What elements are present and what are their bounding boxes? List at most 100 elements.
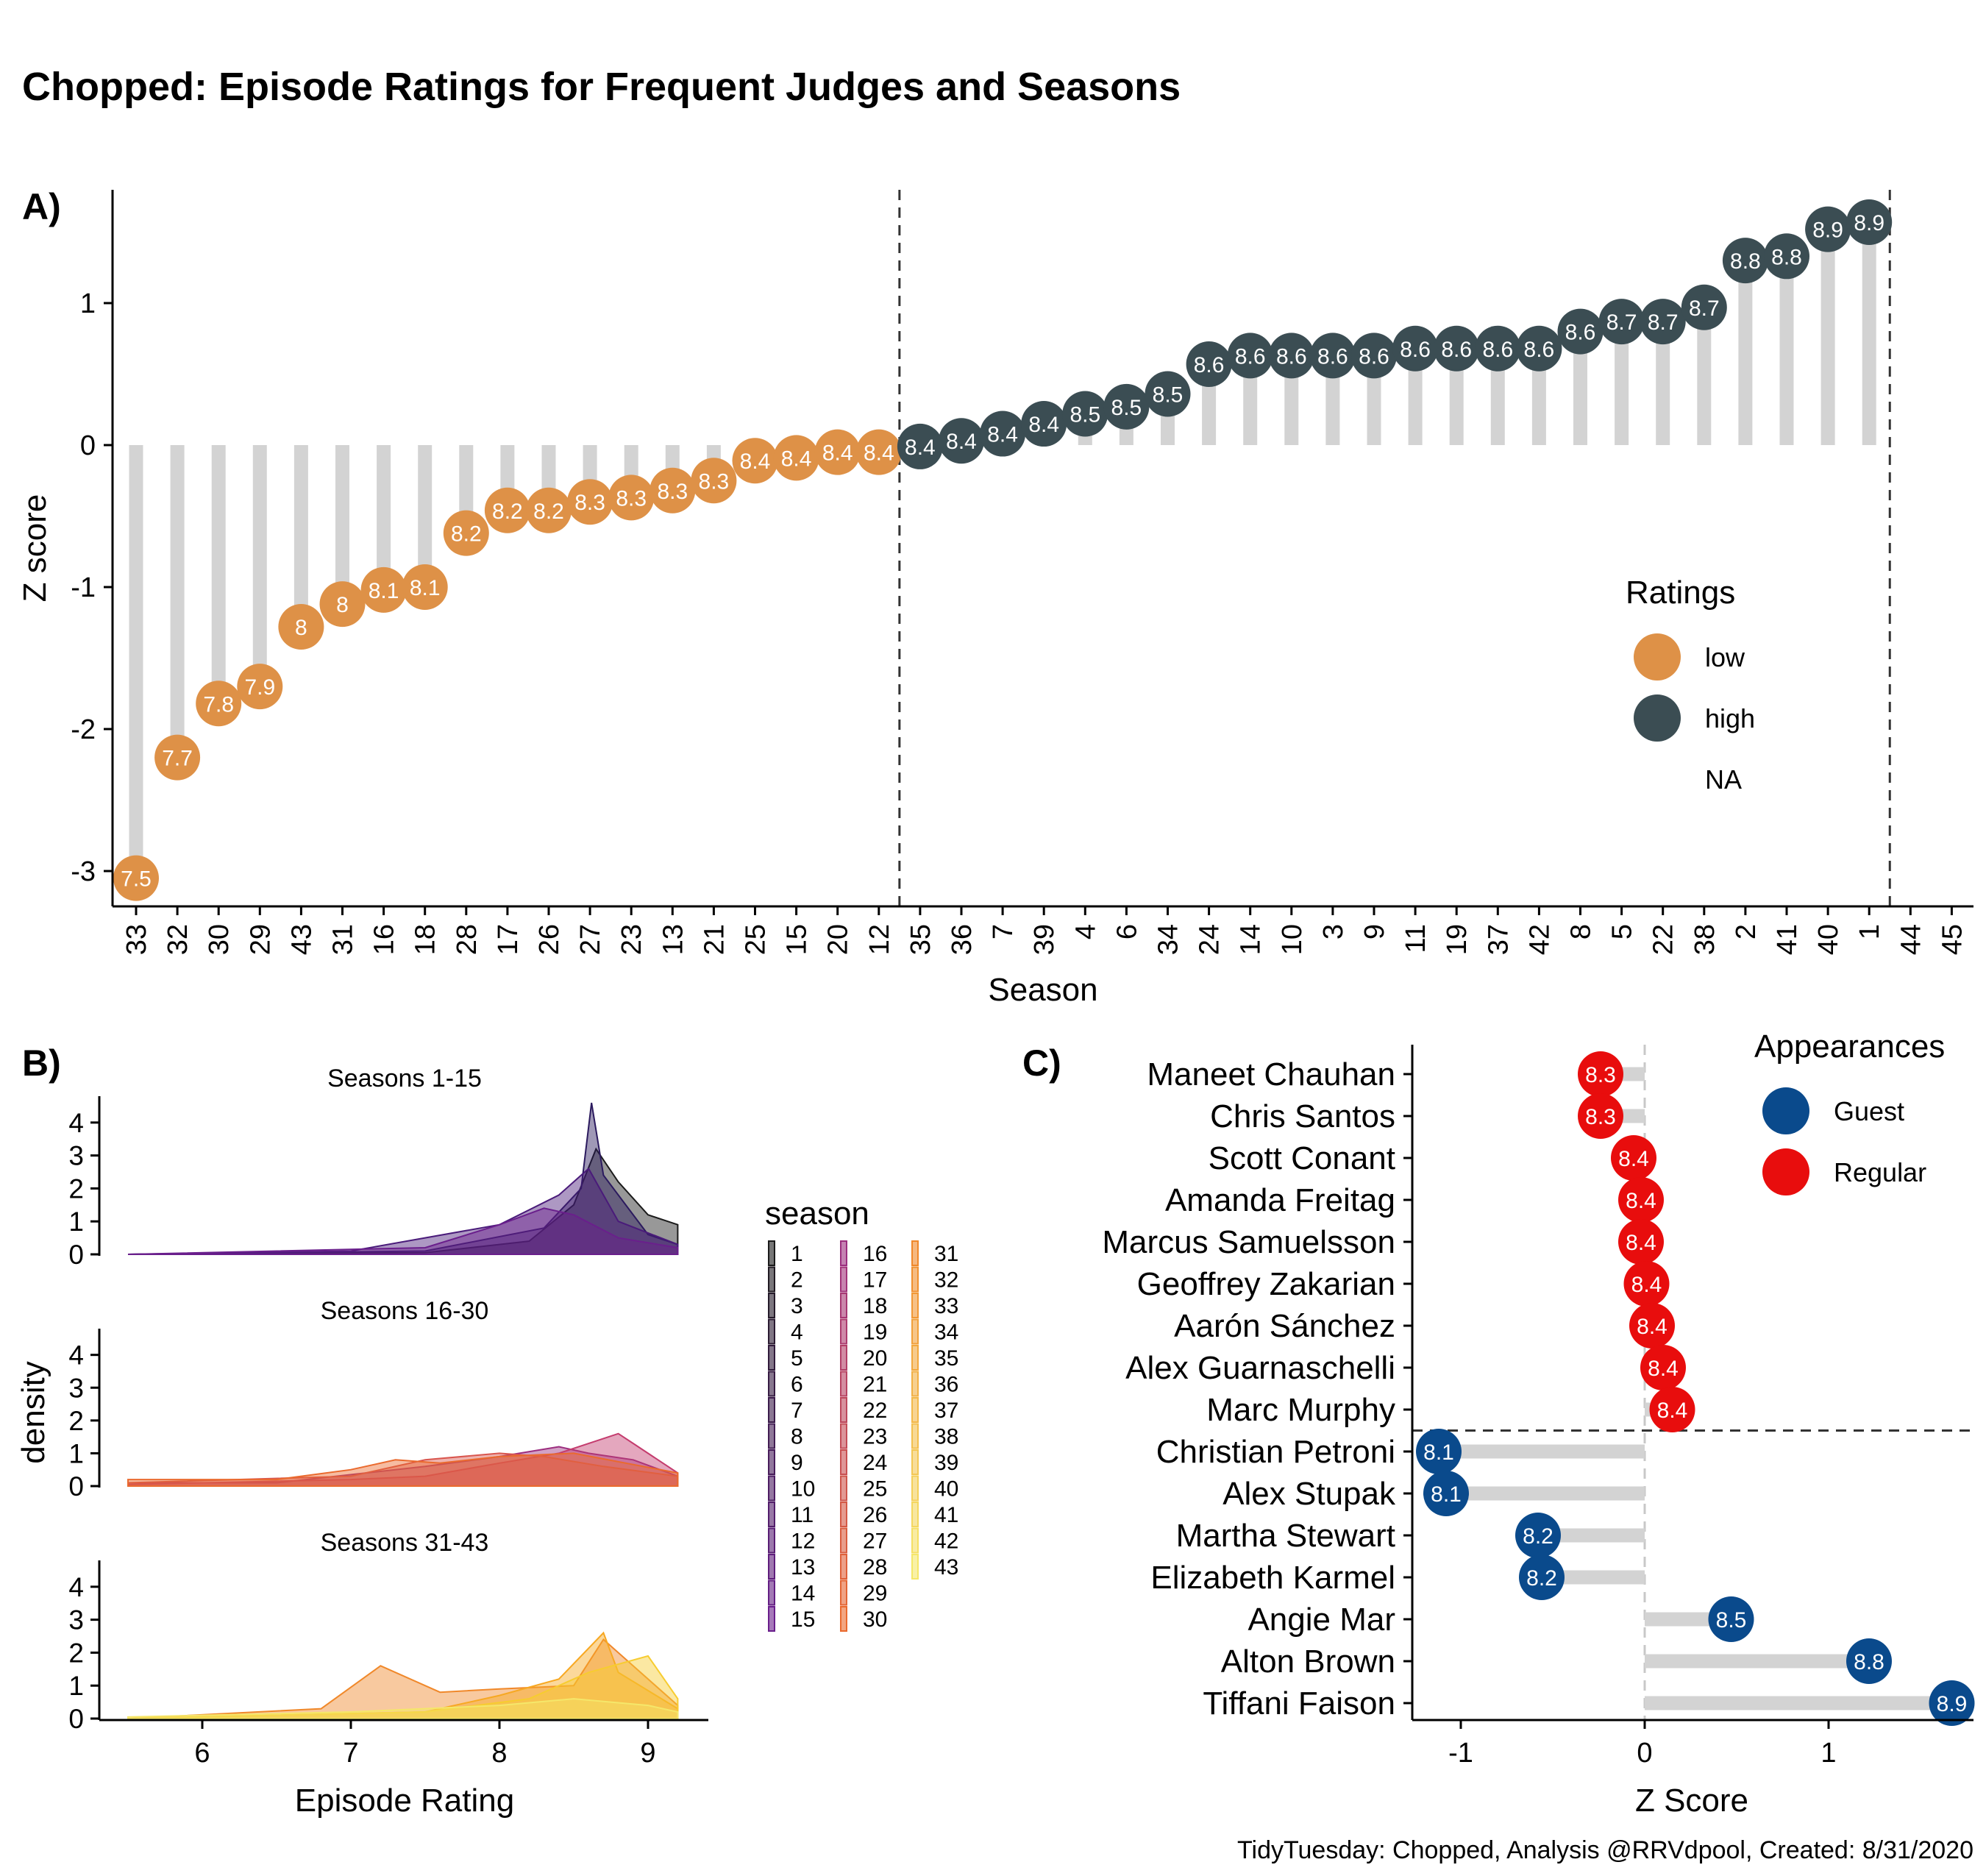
x-tick-label-20: 20 <box>823 924 854 955</box>
season-key-label-36: 36 <box>934 1373 958 1397</box>
season-key-42 <box>911 1527 919 1554</box>
point-scott-conant <box>1611 1135 1656 1181</box>
point-label-season-6: 8.5 <box>1111 396 1142 420</box>
season-key-label-22: 22 <box>863 1399 887 1423</box>
season-key-label-29: 29 <box>863 1582 887 1606</box>
x-tick-label-31: 31 <box>328 924 359 955</box>
point-label-season-9: 8.6 <box>1359 344 1389 369</box>
season-key-27 <box>840 1527 847 1554</box>
season-key-10 <box>768 1475 775 1502</box>
y-tick-label-0: 0 <box>80 430 96 461</box>
point-season-6 <box>1103 383 1150 430</box>
season-key-29 <box>840 1580 847 1606</box>
point-label-tiffani-faison: 8.9 <box>1937 1692 1968 1716</box>
season-key-label-35: 35 <box>934 1346 958 1371</box>
b-x-tick-label-7: 7 <box>343 1738 358 1769</box>
facet-3-y-tick-label-2: 2 <box>68 1638 84 1668</box>
panel-c-legend: Appearances Guest Regular <box>1754 1028 1945 1195</box>
point-season-14 <box>1227 333 1273 379</box>
x-tick-label-37: 37 <box>1483 924 1514 955</box>
point-marc-murphy <box>1649 1387 1695 1432</box>
facet-2-y-tick-label-0: 0 <box>68 1471 84 1502</box>
season-key-label-30: 30 <box>863 1607 887 1632</box>
season-key-label-14: 14 <box>791 1582 815 1606</box>
season-key-label-16: 16 <box>863 1242 887 1266</box>
b-x-tick-label-6: 6 <box>194 1738 210 1769</box>
y-tick-label--2: -2 <box>71 714 96 745</box>
point-season-31 <box>319 581 366 628</box>
season-key-label-32: 32 <box>934 1268 958 1293</box>
legend-label-regular: Regular <box>1834 1157 1926 1187</box>
x-tick-label-18: 18 <box>410 924 441 955</box>
season-key-26 <box>840 1502 847 1527</box>
point-angie-mar <box>1708 1596 1754 1642</box>
season-key-2 <box>768 1266 775 1293</box>
y-tick-label-1: 1 <box>80 288 96 319</box>
facet-strip-2: Seasons 16-30 <box>321 1297 489 1325</box>
point-season-10 <box>1268 333 1314 379</box>
judge-label-scott-conant: Scott Conant <box>1209 1140 1395 1176</box>
point-label-season-33: 7.5 <box>121 867 152 892</box>
judge-label-aar-n-s-nchez: Aarón Sánchez <box>1174 1308 1395 1344</box>
panel-b-legend-keys: 1234567891011121314151617181920212223242… <box>768 1240 958 1632</box>
x-tick-label-5: 5 <box>1607 924 1638 939</box>
x-tick-label-35: 35 <box>905 924 936 955</box>
legend-key-regular <box>1762 1148 1809 1195</box>
season-key-label-39: 39 <box>934 1451 958 1475</box>
panel-a-reference-lines <box>898 190 1891 906</box>
point-label-season-36: 8.4 <box>946 430 977 454</box>
facet-1-y-tick-label-0: 0 <box>68 1240 84 1270</box>
point-season-23 <box>608 475 655 521</box>
point-season-26 <box>526 487 572 533</box>
season-key-19 <box>840 1318 847 1345</box>
facet-strip-1: Seasons 1-15 <box>327 1065 482 1092</box>
x-tick-label-17: 17 <box>493 924 524 955</box>
x-tick-label-43: 43 <box>286 924 317 955</box>
x-tick-label-1: 1 <box>1854 924 1885 939</box>
facet-3-y-tick-label-0: 0 <box>68 1704 84 1734</box>
point-label-elizabeth-karmel: 8.2 <box>1526 1566 1557 1591</box>
point-label-season-31: 8 <box>336 593 349 617</box>
point-season-39 <box>1021 401 1067 447</box>
point-season-17 <box>484 487 530 533</box>
x-tick-label-6: 6 <box>1111 924 1142 939</box>
point-label-season-29: 7.9 <box>244 675 275 700</box>
point-alex-stupak <box>1423 1471 1469 1516</box>
season-key-label-21: 21 <box>863 1373 887 1397</box>
point-season-16 <box>360 566 407 613</box>
season-key-23 <box>840 1423 847 1449</box>
point-label-season-14: 8.6 <box>1235 344 1266 369</box>
x-tick-label-30: 30 <box>204 924 235 955</box>
season-key-1 <box>768 1240 775 1266</box>
x-tick-label-34: 34 <box>1153 924 1184 955</box>
season-key-label-43: 43 <box>934 1555 958 1580</box>
facet-strip-3: Seasons 31-43 <box>321 1529 489 1557</box>
season-key-label-1: 1 <box>791 1242 803 1266</box>
x-tick-label-29: 29 <box>245 924 276 955</box>
panel-c-judge-labels: Maneet Chauhan Chris Santos Scott Conant Am… <box>1102 1056 1412 1722</box>
point-season-43 <box>278 604 324 650</box>
point-label-season-13: 8.3 <box>657 480 688 504</box>
point-alex-guarnaschelli <box>1640 1345 1686 1390</box>
panel-c-tag: C) <box>1022 1042 1061 1084</box>
facet-2-y-tick-label-1: 1 <box>68 1438 84 1468</box>
judge-label-martha-stewart: Martha Stewart <box>1176 1518 1395 1554</box>
season-key-16 <box>840 1240 847 1266</box>
point-season-8 <box>1557 308 1604 355</box>
point-elizabeth-karmel <box>1519 1555 1565 1600</box>
season-key-41 <box>911 1502 919 1527</box>
point-label-season-25: 8.4 <box>740 450 771 474</box>
point-label-season-30: 7.8 <box>203 692 234 717</box>
legend-key-guest <box>1762 1087 1809 1134</box>
season-key-label-9: 9 <box>791 1451 803 1475</box>
x-tick-label-44: 44 <box>1896 924 1926 955</box>
season-key-label-40: 40 <box>934 1477 958 1502</box>
panel-a-points: 7.5 7.7 7.8 7.9 8 8 8.1 8.1 8.2 8.2 8.2 8.3 8.3 8.3 8.… <box>113 199 1893 901</box>
season-key-43 <box>911 1554 919 1580</box>
point-season-32 <box>154 734 201 781</box>
point-label-season-12: 8.4 <box>864 441 894 466</box>
point-season-18 <box>402 564 448 610</box>
legend-key-low <box>1634 633 1681 681</box>
figure-title: Chopped: Episode Ratings for Frequent Ju… <box>22 65 1181 109</box>
